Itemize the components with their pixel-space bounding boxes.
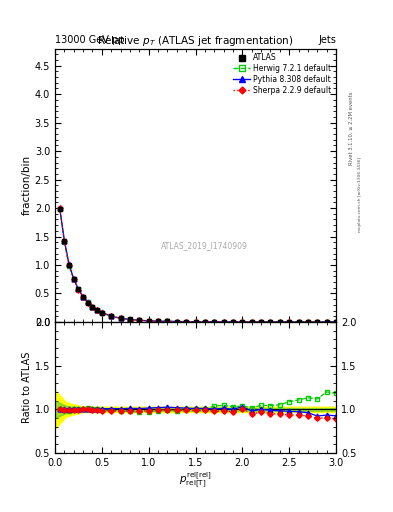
Legend: ATLAS, Herwig 7.2.1 default, Pythia 8.308 default, Sherpa 2.2.9 default: ATLAS, Herwig 7.2.1 default, Pythia 8.30…	[231, 51, 334, 97]
X-axis label: $p_{\rm rel[T]}^{\rm rel[rel]}$: $p_{\rm rel[T]}^{\rm rel[rel]}$	[179, 471, 212, 491]
Text: 13000 GeV pp: 13000 GeV pp	[55, 35, 125, 45]
Text: Jets: Jets	[318, 35, 336, 45]
Text: mcplots.cern.ch [arXiv:1306.3436]: mcplots.cern.ch [arXiv:1306.3436]	[358, 157, 362, 232]
Text: Rivet 3.1.10, ≥ 2.2M events: Rivet 3.1.10, ≥ 2.2M events	[349, 91, 353, 165]
Y-axis label: Ratio to ATLAS: Ratio to ATLAS	[22, 352, 32, 423]
Title: Relative $p_T$ (ATLAS jet fragmentation): Relative $p_T$ (ATLAS jet fragmentation)	[97, 34, 294, 49]
Y-axis label: fraction/bin: fraction/bin	[22, 155, 32, 216]
Text: ATLAS_2019_I1740909: ATLAS_2019_I1740909	[160, 241, 247, 250]
